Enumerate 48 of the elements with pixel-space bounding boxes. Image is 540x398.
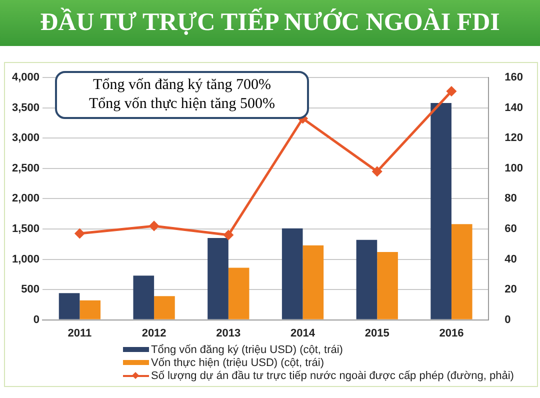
y-tick-label: 1,000 (12, 253, 40, 266)
y2-tick-label: 0 (504, 314, 511, 326)
bar (451, 224, 472, 320)
annotation: Tổng vốn đăng ký tăng 700% (92, 76, 272, 95)
y-tick-label: 500 (21, 284, 40, 296)
x-tick-label: 2015 (364, 327, 390, 340)
bar (356, 240, 378, 320)
y2-tick-label: 20 (504, 284, 517, 296)
bar (208, 238, 228, 320)
y2-tick-label: 40 (504, 253, 517, 266)
bar (80, 300, 101, 320)
legend-label: Số lượng dự án đầu tư trực tiếp nước ngoài được cấp phép (đường, phải) (151, 370, 514, 382)
x-tick-label: 2011 (68, 327, 92, 340)
x-tick-label: 2016 (439, 327, 464, 340)
point (224, 230, 234, 240)
y2-tick-label: 160 (504, 72, 524, 84)
bar (377, 252, 398, 320)
bar (228, 268, 250, 320)
y2-tick-label: 120 (504, 132, 524, 144)
y-tick-label: 1,500 (12, 223, 40, 236)
bar (282, 228, 303, 320)
legend-label: Tổng vốn đăng ký (triệu USD) (cột, trái) (151, 344, 343, 356)
chart-title: ĐẦU TƯ TRỰC TIẾP NƯỚC NGOÀI FDI (0, 0, 540, 46)
y-tick-label: 4,000 (12, 72, 40, 84)
y2-tick-label: 100 (504, 162, 524, 174)
y-tick-label: 2,500 (12, 162, 40, 174)
bar (58, 293, 80, 320)
bar (430, 103, 452, 320)
y2-tick-label: 60 (504, 223, 517, 236)
y-tick-label: 3,000 (12, 132, 40, 144)
annotation: Tổng vốn thực hiện tăng 500% (88, 95, 276, 114)
bar (154, 296, 175, 320)
point (149, 221, 159, 231)
x-tick-label: 2013 (216, 327, 241, 340)
y-tick-label: 2,000 (12, 192, 40, 205)
bar (302, 245, 324, 320)
point (74, 228, 84, 238)
callout-box: Tổng vốn đăng ký tăng 700% Tổng vốn thực hiện tăng 500% (55, 71, 309, 119)
legend-label: Vốn thực hiện (triệu USD) (cột, trái) (151, 356, 324, 368)
point (372, 166, 382, 176)
x-tick-label: 2012 (142, 327, 166, 340)
y-tick-label: 3,500 (12, 102, 40, 114)
point (446, 86, 456, 96)
y2-tick-label: 80 (504, 192, 517, 205)
bar (133, 276, 154, 320)
y2-tick-label: 140 (504, 102, 524, 114)
x-tick-label: 2014 (290, 327, 316, 340)
y-tick-label: 0 (33, 314, 40, 326)
